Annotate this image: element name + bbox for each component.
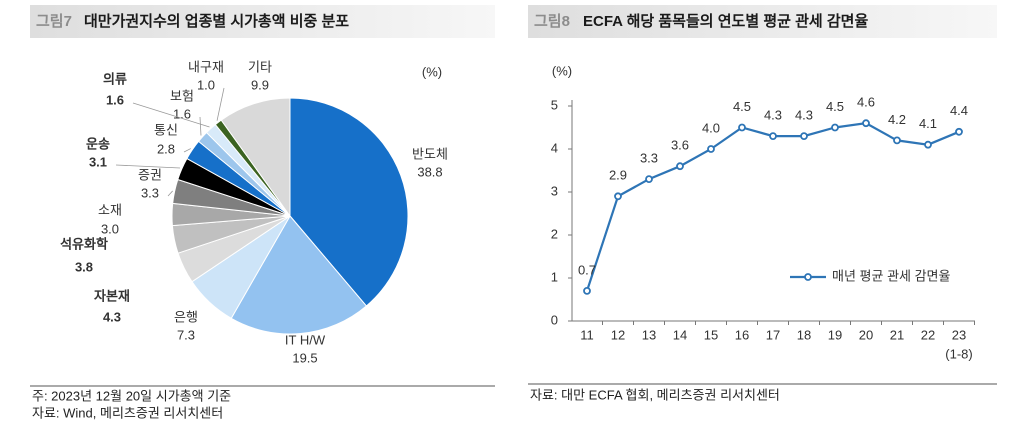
x-tick-label: 19 xyxy=(828,327,842,342)
y-tick-label: 1 xyxy=(551,269,558,284)
leader-line xyxy=(115,164,181,169)
footnote: 주: 2023년 12월 20일 시가총액 기준 xyxy=(32,388,231,403)
x-tick-label: 18 xyxy=(797,327,811,342)
x-tick-label: 17 xyxy=(766,327,780,342)
leader-line xyxy=(199,116,202,136)
header-bar xyxy=(30,5,495,38)
pie-slice xyxy=(220,97,291,218)
x-tick-label: 22 xyxy=(921,327,935,342)
slice-label: 석유화학 xyxy=(60,236,108,251)
slice-label: 증권 xyxy=(138,167,162,182)
data-label: 4.2 xyxy=(888,112,906,127)
y-tick-label: 2 xyxy=(551,226,558,241)
source: 자료: 대만 ECFA 협회, 메리츠증권 리서치센터 xyxy=(530,387,780,402)
data-point xyxy=(924,140,932,149)
slice-value: 2.8 xyxy=(157,141,175,156)
data-point xyxy=(831,123,839,132)
slice-label: 기타 xyxy=(248,59,272,74)
leader-line xyxy=(216,87,225,121)
data-label: 0.7 xyxy=(578,262,596,277)
y-tick-label: 5 xyxy=(551,97,558,112)
slice-label: 반도체 xyxy=(412,146,448,161)
x-tick-label: 23 xyxy=(952,327,966,342)
chart-title: 대만가권지수의 업종별 시가총액 비중 분포 xyxy=(84,12,349,30)
x-tick-label: 13 xyxy=(642,327,656,342)
slice-label: 운송 xyxy=(86,136,110,151)
y-tick-label: 4 xyxy=(551,140,558,155)
x-note: (1-8) xyxy=(945,346,972,361)
data-point xyxy=(676,162,684,171)
data-point xyxy=(707,145,715,153)
slice-label: 보험 xyxy=(170,88,194,103)
x-tick-label: 16 xyxy=(735,327,749,342)
legend-marker xyxy=(804,273,812,281)
leader-line xyxy=(132,102,210,128)
data-point xyxy=(645,175,653,184)
slice-value: 1.0 xyxy=(197,77,215,92)
data-point xyxy=(955,127,963,136)
x-tick-label: 14 xyxy=(673,327,687,342)
data-point xyxy=(862,119,870,128)
data-point xyxy=(893,136,901,145)
slice-value: 3.8 xyxy=(75,259,93,274)
slice-value: 19.5 xyxy=(292,350,317,365)
slice-value: 7.3 xyxy=(177,327,195,342)
y-tick-label: 0 xyxy=(551,312,558,327)
x-tick-label: 11 xyxy=(580,327,594,342)
x-tick-label: 21 xyxy=(890,327,904,342)
slice-value: 3.3 xyxy=(141,185,159,200)
data-label: 3.3 xyxy=(640,151,658,166)
y-tick-label: 3 xyxy=(551,183,558,198)
figure-label: 그림7 xyxy=(36,12,72,30)
x-tick-label: 12 xyxy=(611,327,625,342)
data-point xyxy=(738,123,746,132)
figure-label: 그림8 xyxy=(534,12,570,30)
slice-label: 통신 xyxy=(154,122,178,137)
source: 자료: Wind, 메리츠증권 리서치센터 xyxy=(32,405,223,420)
y-axis-label: (%) xyxy=(552,63,572,78)
slice-label: 자본재 xyxy=(94,288,130,303)
x-tick-label: 15 xyxy=(704,327,718,342)
slice-value: 1.6 xyxy=(173,106,191,121)
series-line xyxy=(585,122,960,292)
slice-label: IT H/W xyxy=(285,332,326,347)
data-label: 4.3 xyxy=(764,108,782,123)
chart-title: ECFA 해당 품목들의 연도별 평균 관세 감면율 xyxy=(583,12,868,30)
data-label: 4.1 xyxy=(919,116,937,131)
x-tick-label: 20 xyxy=(859,327,873,342)
data-label: 4.3 xyxy=(795,108,813,123)
data-label: 3.6 xyxy=(671,138,689,153)
slice-label: 소재 xyxy=(98,202,122,217)
leader-line xyxy=(167,190,173,197)
data-label: 4.5 xyxy=(826,99,844,114)
header-bar xyxy=(528,5,997,38)
slice-value: 3.1 xyxy=(89,154,107,169)
data-label: 2.9 xyxy=(609,168,627,183)
slice-value: 1.6 xyxy=(106,92,124,107)
data-point xyxy=(769,132,777,141)
data-point xyxy=(614,192,622,201)
slice-label: 의류 xyxy=(103,71,127,86)
data-label: 4.4 xyxy=(950,103,968,118)
slice-value: 38.8 xyxy=(417,164,442,179)
slice-label: 내구재 xyxy=(188,59,224,74)
data-point xyxy=(800,132,808,141)
pie-slice xyxy=(289,97,409,307)
legend-label: 매년 평균 관세 감면율 xyxy=(832,268,951,283)
data-label: 4.0 xyxy=(702,120,720,135)
data-point xyxy=(583,286,591,295)
pie-slice xyxy=(230,215,368,335)
leader-line xyxy=(183,148,191,153)
data-label: 4.6 xyxy=(857,95,875,110)
slice-value: 4.3 xyxy=(103,309,121,324)
data-label: 4.5 xyxy=(733,99,751,114)
slice-label: 은행 xyxy=(174,309,198,324)
slice-value: 3.0 xyxy=(101,221,119,236)
slice-value: 9.9 xyxy=(251,77,269,92)
unit-label: (%) xyxy=(422,64,442,79)
